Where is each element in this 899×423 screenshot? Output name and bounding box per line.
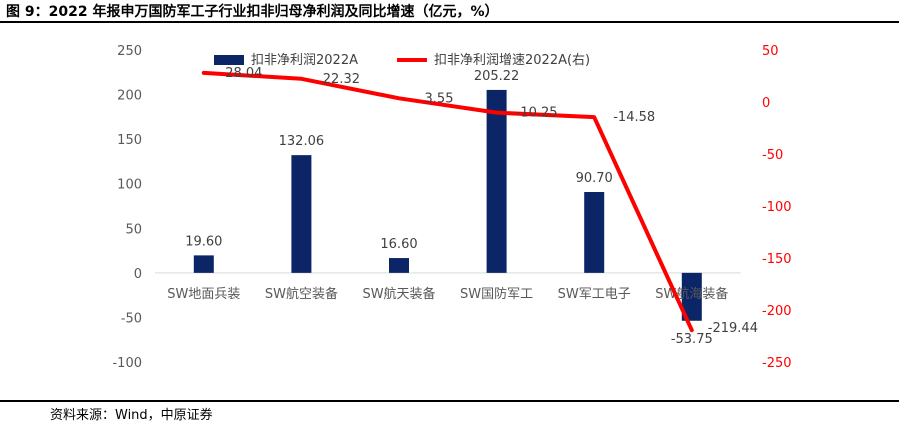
- bar: [291, 155, 311, 273]
- right-tick-label: -100: [762, 200, 792, 215]
- left-tick-label: 150: [117, 133, 142, 148]
- left-tick-label: 50: [125, 222, 142, 237]
- left-tick-label: 250: [117, 44, 142, 59]
- right-tick-label: -150: [762, 252, 792, 267]
- right-tick-label: -50: [762, 148, 783, 163]
- line-value-label: -10.25: [516, 106, 558, 121]
- legend: 扣非净利润2022A 扣非净利润增速2022A(右): [214, 53, 590, 68]
- legend-bar-swatch: [214, 55, 244, 65]
- category-label: SW航天装备: [362, 286, 435, 302]
- bar-value-label: -53.75: [671, 332, 713, 347]
- line-value-label: -219.44: [708, 321, 758, 336]
- source-note: 资料来源：Wind，中原证券: [50, 404, 213, 423]
- left-tick-label: 100: [117, 178, 142, 193]
- bar-value-label: 19.60: [185, 234, 222, 249]
- bar-value-label: 205.22: [474, 69, 520, 84]
- bar-value-label: 90.70: [576, 171, 613, 186]
- right-tick-label: -200: [762, 304, 792, 319]
- legend-bar-label: 扣非净利润2022A: [251, 53, 358, 68]
- right-axis: 50 0 -50 -100 -150 -200 -250: [762, 44, 792, 371]
- bar: [487, 90, 507, 273]
- category-label: SW国防军工: [460, 286, 533, 302]
- bar-value-label: 132.06: [279, 134, 325, 149]
- bar-value-label: 16.60: [380, 237, 417, 252]
- bar: [389, 258, 409, 273]
- legend-line-label: 扣非净利润增速2022A(右): [434, 53, 590, 68]
- category-label: SW航空装备: [265, 286, 338, 302]
- left-tick-label: -100: [112, 356, 142, 371]
- line-value-label: 22.32: [323, 72, 360, 87]
- category-label: SW地面兵装: [167, 287, 240, 302]
- category-labels: SW地面兵装 SW航空装备 SW航天装备 SW国防军工 SW军工电子 SW航海装备: [167, 286, 728, 302]
- line-value-label: 28.04: [225, 66, 262, 81]
- right-tick-label: -250: [762, 356, 792, 371]
- left-axis: 250 200 150 100 50 0 -50 -100: [112, 44, 142, 371]
- right-tick-label: 50: [762, 44, 779, 59]
- bar: [194, 255, 214, 272]
- right-tick-label: 0: [762, 96, 770, 111]
- source-rule: [0, 400, 899, 402]
- line-value-label: -14.58: [613, 110, 655, 125]
- category-label: SW航海装备: [655, 286, 728, 302]
- line-value-label: 3.55: [425, 91, 454, 106]
- left-tick-label: 200: [117, 89, 142, 104]
- category-label: SW军工电子: [558, 287, 631, 302]
- chart: 250 200 150 100 50 0 -50 -100 50 0 -50 -100 -150 -20…: [0, 0, 899, 400]
- left-tick-label: 0: [134, 267, 142, 282]
- bar: [584, 192, 604, 273]
- left-tick-label: -50: [121, 311, 142, 326]
